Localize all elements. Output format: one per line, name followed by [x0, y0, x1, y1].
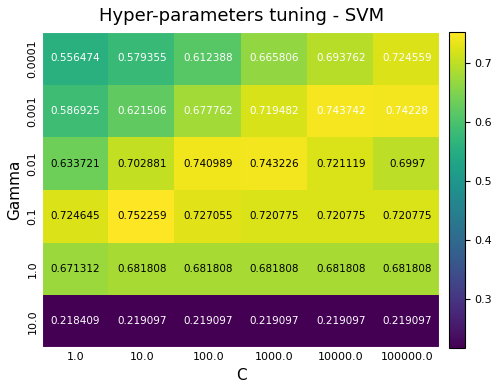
Text: 0.219097: 0.219097 — [117, 316, 166, 326]
Text: 0.721119: 0.721119 — [316, 159, 366, 168]
Text: 0.6997: 0.6997 — [389, 159, 426, 168]
Text: 0.586925: 0.586925 — [50, 106, 100, 116]
Text: 0.677762: 0.677762 — [184, 106, 233, 116]
Text: 0.219097: 0.219097 — [316, 316, 366, 326]
Text: 0.665806: 0.665806 — [250, 53, 299, 63]
Text: 0.219097: 0.219097 — [184, 316, 233, 326]
Text: 0.612388: 0.612388 — [184, 53, 233, 63]
Text: 0.752259: 0.752259 — [117, 211, 166, 221]
Text: 0.740989: 0.740989 — [184, 159, 233, 168]
Text: 0.693762: 0.693762 — [316, 53, 366, 63]
Text: 0.702881: 0.702881 — [117, 159, 166, 168]
Text: 0.724559: 0.724559 — [382, 53, 432, 63]
Text: 0.720775: 0.720775 — [250, 211, 299, 221]
Title: Hyper-parameters tuning - SVM: Hyper-parameters tuning - SVM — [99, 7, 384, 25]
X-axis label: C: C — [236, 368, 246, 383]
Text: 0.743226: 0.743226 — [250, 159, 300, 168]
Text: 0.743742: 0.743742 — [316, 106, 366, 116]
Text: 0.218409: 0.218409 — [51, 316, 100, 326]
Text: 0.681808: 0.681808 — [316, 264, 366, 274]
Text: 0.633721: 0.633721 — [50, 159, 100, 168]
Text: 0.719482: 0.719482 — [250, 106, 300, 116]
Text: 0.219097: 0.219097 — [250, 316, 299, 326]
Text: 0.219097: 0.219097 — [382, 316, 432, 326]
Text: 0.579355: 0.579355 — [117, 53, 166, 63]
Text: 0.681808: 0.681808 — [250, 264, 299, 274]
Text: 0.556474: 0.556474 — [50, 53, 100, 63]
Text: 0.671312: 0.671312 — [50, 264, 100, 274]
Text: 0.681808: 0.681808 — [382, 264, 432, 274]
Text: 0.74228: 0.74228 — [386, 106, 428, 116]
Y-axis label: Gamma: Gamma — [7, 160, 22, 220]
Text: 0.720775: 0.720775 — [382, 211, 432, 221]
Text: 0.621506: 0.621506 — [117, 106, 166, 116]
Text: 0.681808: 0.681808 — [117, 264, 166, 274]
Text: 0.720775: 0.720775 — [316, 211, 366, 221]
Text: 0.681808: 0.681808 — [184, 264, 233, 274]
Text: 0.724645: 0.724645 — [50, 211, 100, 221]
Text: 0.727055: 0.727055 — [184, 211, 233, 221]
